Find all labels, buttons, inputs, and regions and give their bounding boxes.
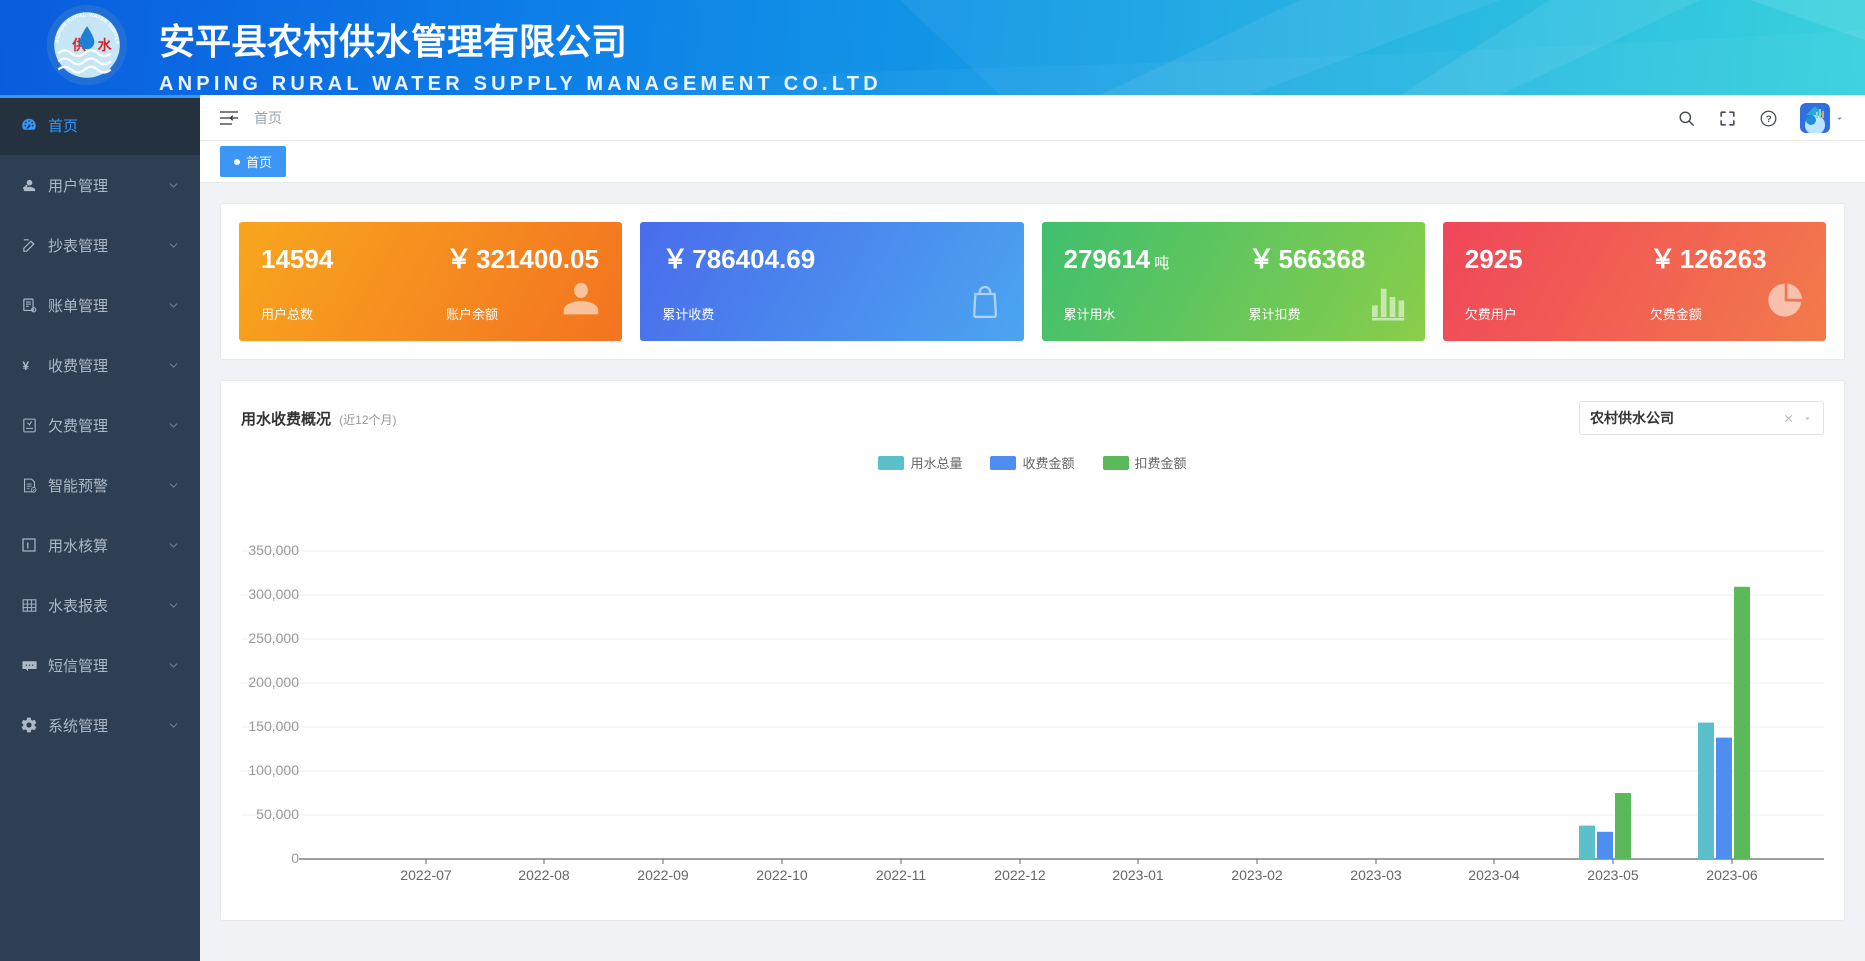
svg-text:水管理有限公: 水管理有限公 [46,4,79,6]
svg-text:2023-05: 2023-05 [1587,867,1639,883]
svg-text:2022-10: 2022-10 [756,867,808,883]
svg-text:水: 水 [98,37,113,53]
svg-text:2023-04: 2023-04 [1468,867,1520,883]
svg-text:?: ? [1766,114,1772,125]
svg-text:2022-12: 2022-12 [994,867,1046,883]
svg-text:50,000: 50,000 [256,806,299,822]
svg-text:I: I [27,541,29,551]
svg-text:0: 0 [291,850,299,866]
svg-text:2022-08: 2022-08 [518,867,570,883]
svg-text:350,000: 350,000 [248,542,299,558]
svg-text:2023-01: 2023-01 [1112,867,1164,883]
svg-text:150,000: 150,000 [248,718,299,734]
svg-text:250,000: 250,000 [248,630,299,646]
svg-text:2023-02: 2023-02 [1231,867,1283,883]
svg-text:2022-09: 2022-09 [637,867,689,883]
svg-text:CO.LTD: CO.LTD [46,4,66,6]
svg-text:300,000: 300,000 [248,586,299,602]
svg-text:2022-11: 2022-11 [876,867,927,883]
svg-text:¥: ¥ [22,358,29,372]
svg-text:司: 司 [46,4,51,6]
svg-text:2023-03: 2023-03 [1350,867,1402,883]
svg-text:100,000: 100,000 [248,762,299,778]
svg-text:2023-06: 2023-06 [1706,867,1758,883]
svg-text:200,000: 200,000 [248,674,299,690]
svg-text:2022-07: 2022-07 [400,867,452,883]
svg-text:安平县农村供: 安平县农村供 [46,4,79,6]
